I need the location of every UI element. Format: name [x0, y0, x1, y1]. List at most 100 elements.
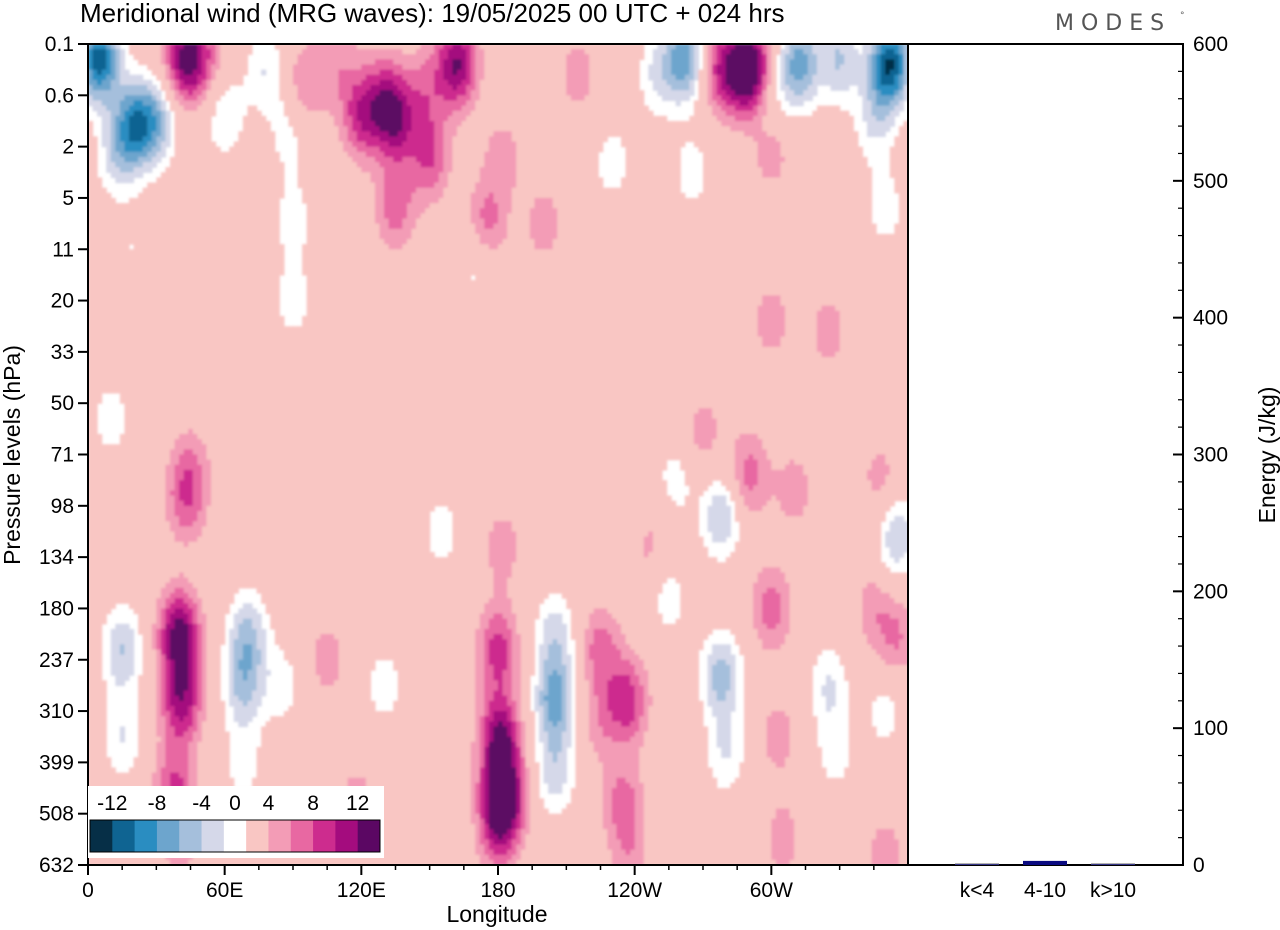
contour-cell [643, 536, 649, 558]
contour-cell [315, 639, 321, 676]
contour-cell [142, 187, 148, 865]
contour-cell [871, 54, 877, 91]
contour-cell [402, 44, 408, 55]
contour-cell [479, 208, 485, 220]
contour-cell [447, 172, 454, 512]
contour-cell [393, 85, 399, 96]
contour-cell [867, 644, 873, 865]
contour-cell [803, 115, 809, 476]
contour-cell [894, 136, 900, 194]
contour-cell [138, 110, 144, 143]
contour-cell [716, 74, 722, 96]
contour-cell [598, 177, 604, 610]
contour-cell [183, 110, 189, 435]
contour-cell [898, 44, 905, 55]
contour-cell [156, 598, 162, 630]
contour-cell [429, 120, 435, 168]
contour-cell [835, 69, 841, 91]
contour-cell [844, 767, 850, 865]
contour-cell [188, 526, 194, 543]
contour-cell [388, 49, 394, 60]
contour-cell [885, 464, 891, 476]
contour-cell [92, 44, 98, 50]
contour-cell [780, 162, 786, 307]
contour-cell [160, 716, 167, 769]
contour-cell [780, 305, 786, 338]
contour-cell [393, 44, 399, 50]
contour-cell [206, 79, 212, 91]
contour-cell [151, 156, 157, 168]
contour-cell [461, 44, 467, 50]
contour-cell [443, 187, 449, 507]
contour-cell [370, 146, 376, 158]
contour-cell [174, 541, 180, 579]
contour-cell [179, 79, 185, 91]
contour-cell [206, 90, 212, 461]
contour-cell [730, 100, 736, 107]
contour-cell [170, 69, 176, 81]
contour-cell [639, 685, 645, 717]
contour-cell [766, 177, 772, 297]
contour-cell [133, 151, 139, 163]
contour-cell [680, 505, 686, 865]
contour-cell [880, 485, 886, 522]
contour-cell [602, 628, 608, 738]
contour-cell [151, 44, 157, 76]
contour-cell [306, 110, 312, 865]
energy-tick-label: 500 [1193, 170, 1228, 193]
contour-cell [452, 59, 458, 76]
contour-cell [898, 572, 905, 604]
contour-cell [502, 639, 508, 671]
contour-cell [584, 95, 590, 630]
contour-cell [775, 295, 782, 348]
contour-cell [762, 593, 768, 625]
contour-cell [361, 79, 367, 96]
contour-cell [502, 521, 508, 620]
contour-cell [616, 44, 622, 137]
contour-cell [388, 79, 394, 91]
contour-cell [115, 167, 121, 184]
contour-cell [771, 567, 777, 589]
contour-cell [183, 469, 189, 507]
contour-cell [684, 44, 690, 76]
contour-cell [680, 79, 686, 91]
contour-cell [270, 131, 276, 630]
contour-cell [420, 44, 426, 66]
contour-cell [821, 305, 827, 358]
contour-cell [853, 49, 859, 86]
contour-cell [416, 49, 422, 71]
contour-cell [361, 141, 367, 153]
contour-cell [880, 454, 886, 486]
contour-cell [716, 644, 722, 661]
contour-cell [748, 490, 754, 512]
contour-cell [707, 44, 713, 107]
contour-cell [785, 44, 791, 55]
contour-cell [730, 105, 736, 117]
contour-cell [142, 44, 148, 66]
contour-cell [557, 675, 563, 722]
contour-cell [265, 120, 271, 615]
colorbar-label: -12 [97, 792, 127, 815]
contour-cell [179, 69, 185, 81]
contour-cell [129, 115, 135, 143]
energy-panel-frame [907, 43, 1184, 866]
contour-cell [734, 777, 741, 865]
contour-cell [716, 64, 722, 76]
contour-cell [712, 664, 718, 692]
y-tick-label: 11 [52, 238, 74, 261]
contour-cell [762, 449, 768, 507]
energy-tick-label: 100 [1193, 717, 1228, 740]
contour-cell [753, 95, 759, 107]
contour-cell [498, 244, 504, 522]
contour-cell [160, 854, 167, 865]
contour-cell [370, 74, 376, 86]
contour-cell [151, 95, 157, 102]
contour-cell [498, 521, 504, 615]
contour-cell [498, 634, 504, 712]
contour-cell [119, 141, 126, 158]
contour-cell [147, 141, 153, 153]
contour-cell [393, 228, 399, 250]
contour-cell [133, 95, 139, 102]
contour-cell [438, 172, 444, 199]
contour-cell [707, 654, 713, 707]
